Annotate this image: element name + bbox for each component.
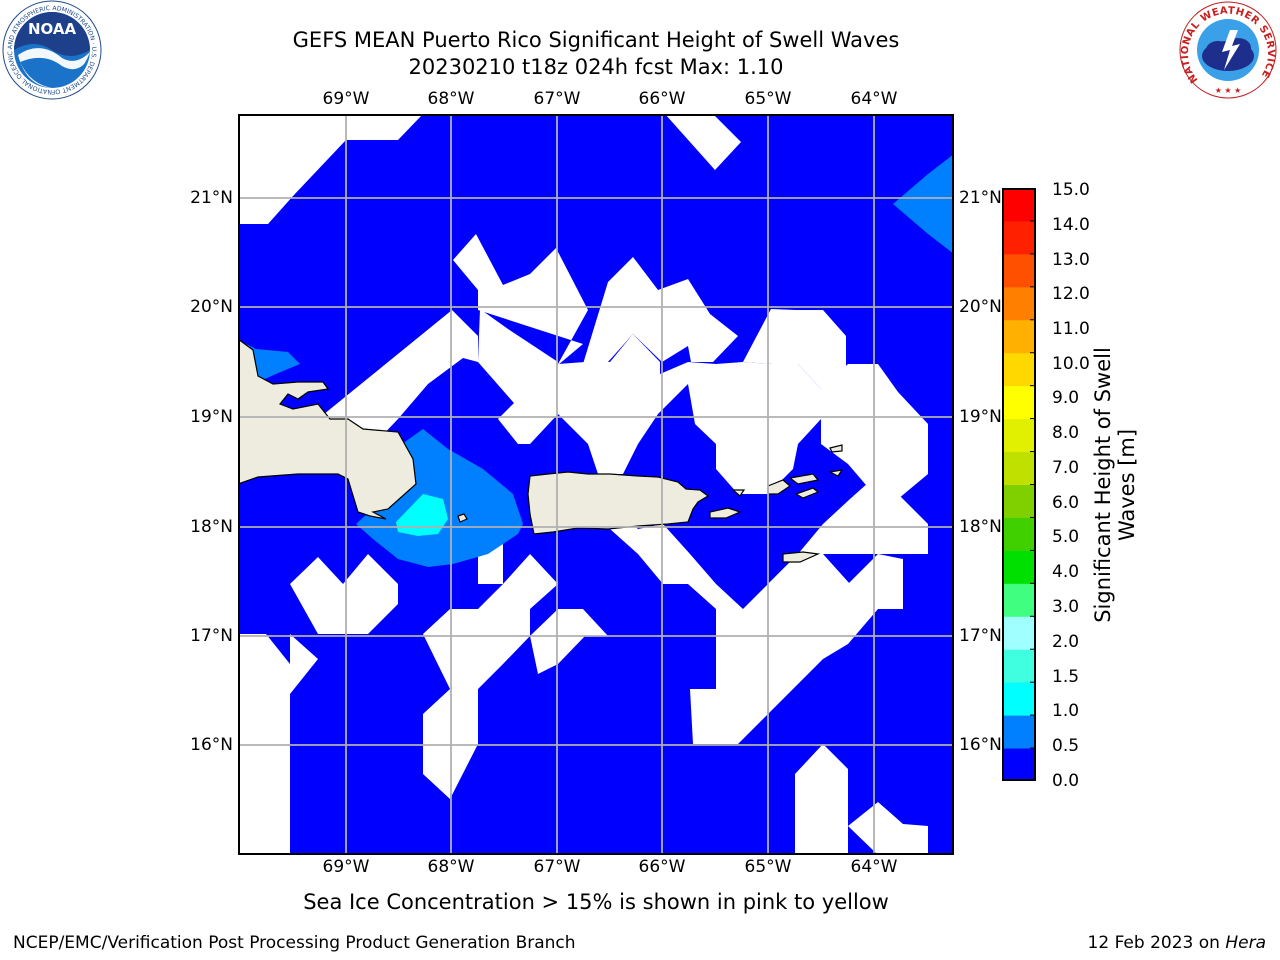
lat-label-left: 16°N	[190, 735, 233, 755]
colorbar-tick-label: 15.0	[1052, 180, 1090, 200]
colorbar-tick-label: 12.0	[1052, 284, 1090, 304]
colorbar-segment	[1002, 451, 1036, 485]
lat-label-left: 21°N	[190, 188, 233, 208]
footer-date-text: 12 Feb 2023 on	[1087, 933, 1226, 953]
lon-label-top: 64°W	[850, 89, 898, 109]
map-subtitle: 20230210 t18z 024h fcst Max: 1.10	[408, 55, 784, 79]
colorbar-tick-label: 6.0	[1052, 493, 1080, 513]
colorbar-tick-label: 7.0	[1052, 458, 1080, 478]
colorbar	[1002, 188, 1036, 781]
colorbar-segment	[1002, 484, 1036, 518]
colorbar-segment	[1002, 188, 1036, 222]
colorbar-segment	[1002, 220, 1036, 255]
colorbar-tick-label: 0.0	[1052, 771, 1080, 791]
lon-label-bottom: 67°W	[533, 857, 581, 877]
colorbar-tick-label: 1.5	[1052, 667, 1080, 687]
svg-text:★ ★ ★: ★ ★ ★	[1215, 86, 1242, 95]
lat-label-right: 20°N	[959, 297, 1002, 317]
colorbar-segment	[1002, 352, 1036, 387]
swell-band-1.0-1.5	[396, 494, 448, 536]
colorbar-segment	[1002, 550, 1036, 584]
colorbar-segment	[1002, 517, 1036, 551]
colorbar-tick-label: 1.0	[1052, 701, 1080, 721]
colorbar-segment	[1002, 286, 1036, 321]
colorbar-segment	[1002, 616, 1036, 650]
lon-label-top: 66°W	[638, 89, 686, 109]
colorbar-tick-label: 14.0	[1052, 215, 1090, 235]
colorbar-tick-label: 8.0	[1052, 423, 1080, 443]
colorbar-tick-label: 0.5	[1052, 736, 1080, 756]
lat-label-right: 21°N	[959, 188, 1002, 208]
lat-label-left: 18°N	[190, 517, 233, 537]
lat-label-left: 20°N	[190, 297, 233, 317]
colorbar-label-line1: Significant Height of Swell	[1091, 347, 1115, 623]
swell-height-map	[238, 114, 954, 855]
colorbar-tick-label: 10.0	[1052, 354, 1090, 374]
graticule	[238, 114, 954, 855]
colorbar-tick-label: 5.0	[1052, 527, 1080, 547]
colorbar-segment	[1002, 748, 1036, 781]
lon-label-bottom: 66°W	[638, 857, 686, 877]
colorbar-frame	[1002, 188, 1036, 781]
colorbar-segment	[1002, 385, 1036, 420]
colorbar-tick-label: 3.0	[1052, 597, 1080, 617]
lat-label-right: 19°N	[959, 407, 1002, 427]
noaa-logo-text: NOAA	[28, 20, 77, 38]
colorbar-segment	[1002, 319, 1036, 354]
colorbar-tick-label: 4.0	[1052, 562, 1080, 582]
lon-label-top: 69°W	[322, 89, 370, 109]
land-puerto-rico	[527, 471, 710, 535]
lon-label-bottom: 64°W	[850, 857, 898, 877]
nws-logo: NATIONAL WEATHER SERVICE ★ ★ ★	[1179, 1, 1277, 99]
footer-date: 12 Feb 2023 on Hera	[1088, 933, 1266, 953]
lat-label-right: 16°N	[959, 735, 1002, 755]
colorbar-segment	[1002, 253, 1036, 288]
map-frame	[238, 114, 954, 855]
colorbar-tick-label: 11.0	[1052, 319, 1090, 339]
noaa-logo: NATIONAL OCEANIC AND ATMOSPHERIC ADMINIS…	[0, 0, 102, 100]
colorbar-segment	[1002, 715, 1036, 749]
lon-label-top: 65°W	[744, 89, 792, 109]
footer-credit: NCEP/EMC/Verification Post Processing Pr…	[13, 933, 576, 953]
lat-label-right: 17°N	[959, 626, 1002, 646]
colorbar-tick-label: 2.0	[1052, 632, 1080, 652]
sea-ice-note: Sea Ice Concentration > 15% is shown in …	[303, 890, 889, 914]
colorbar-segment	[1002, 583, 1036, 617]
lon-label-bottom: 65°W	[744, 857, 792, 877]
map-title: GEFS MEAN Puerto Rico Significant Height…	[292, 28, 900, 52]
colorbar-tick-label: 13.0	[1052, 250, 1090, 270]
lat-label-left: 17°N	[190, 626, 233, 646]
lon-label-bottom: 68°W	[427, 857, 475, 877]
lat-label-right: 18°N	[959, 517, 1002, 537]
colorbar-segment	[1002, 418, 1036, 453]
colorbar-segment	[1002, 649, 1036, 683]
lat-label-left: 19°N	[190, 407, 233, 427]
colorbar-segment	[1002, 682, 1036, 716]
lon-label-top: 67°W	[533, 89, 581, 109]
colorbar-label-line2: Waves [m]	[1115, 428, 1139, 542]
footer-host: Hera	[1225, 933, 1266, 953]
colorbar-tick-label: 9.0	[1052, 388, 1080, 408]
lon-label-top: 68°W	[427, 89, 475, 109]
lon-label-bottom: 69°W	[322, 857, 370, 877]
